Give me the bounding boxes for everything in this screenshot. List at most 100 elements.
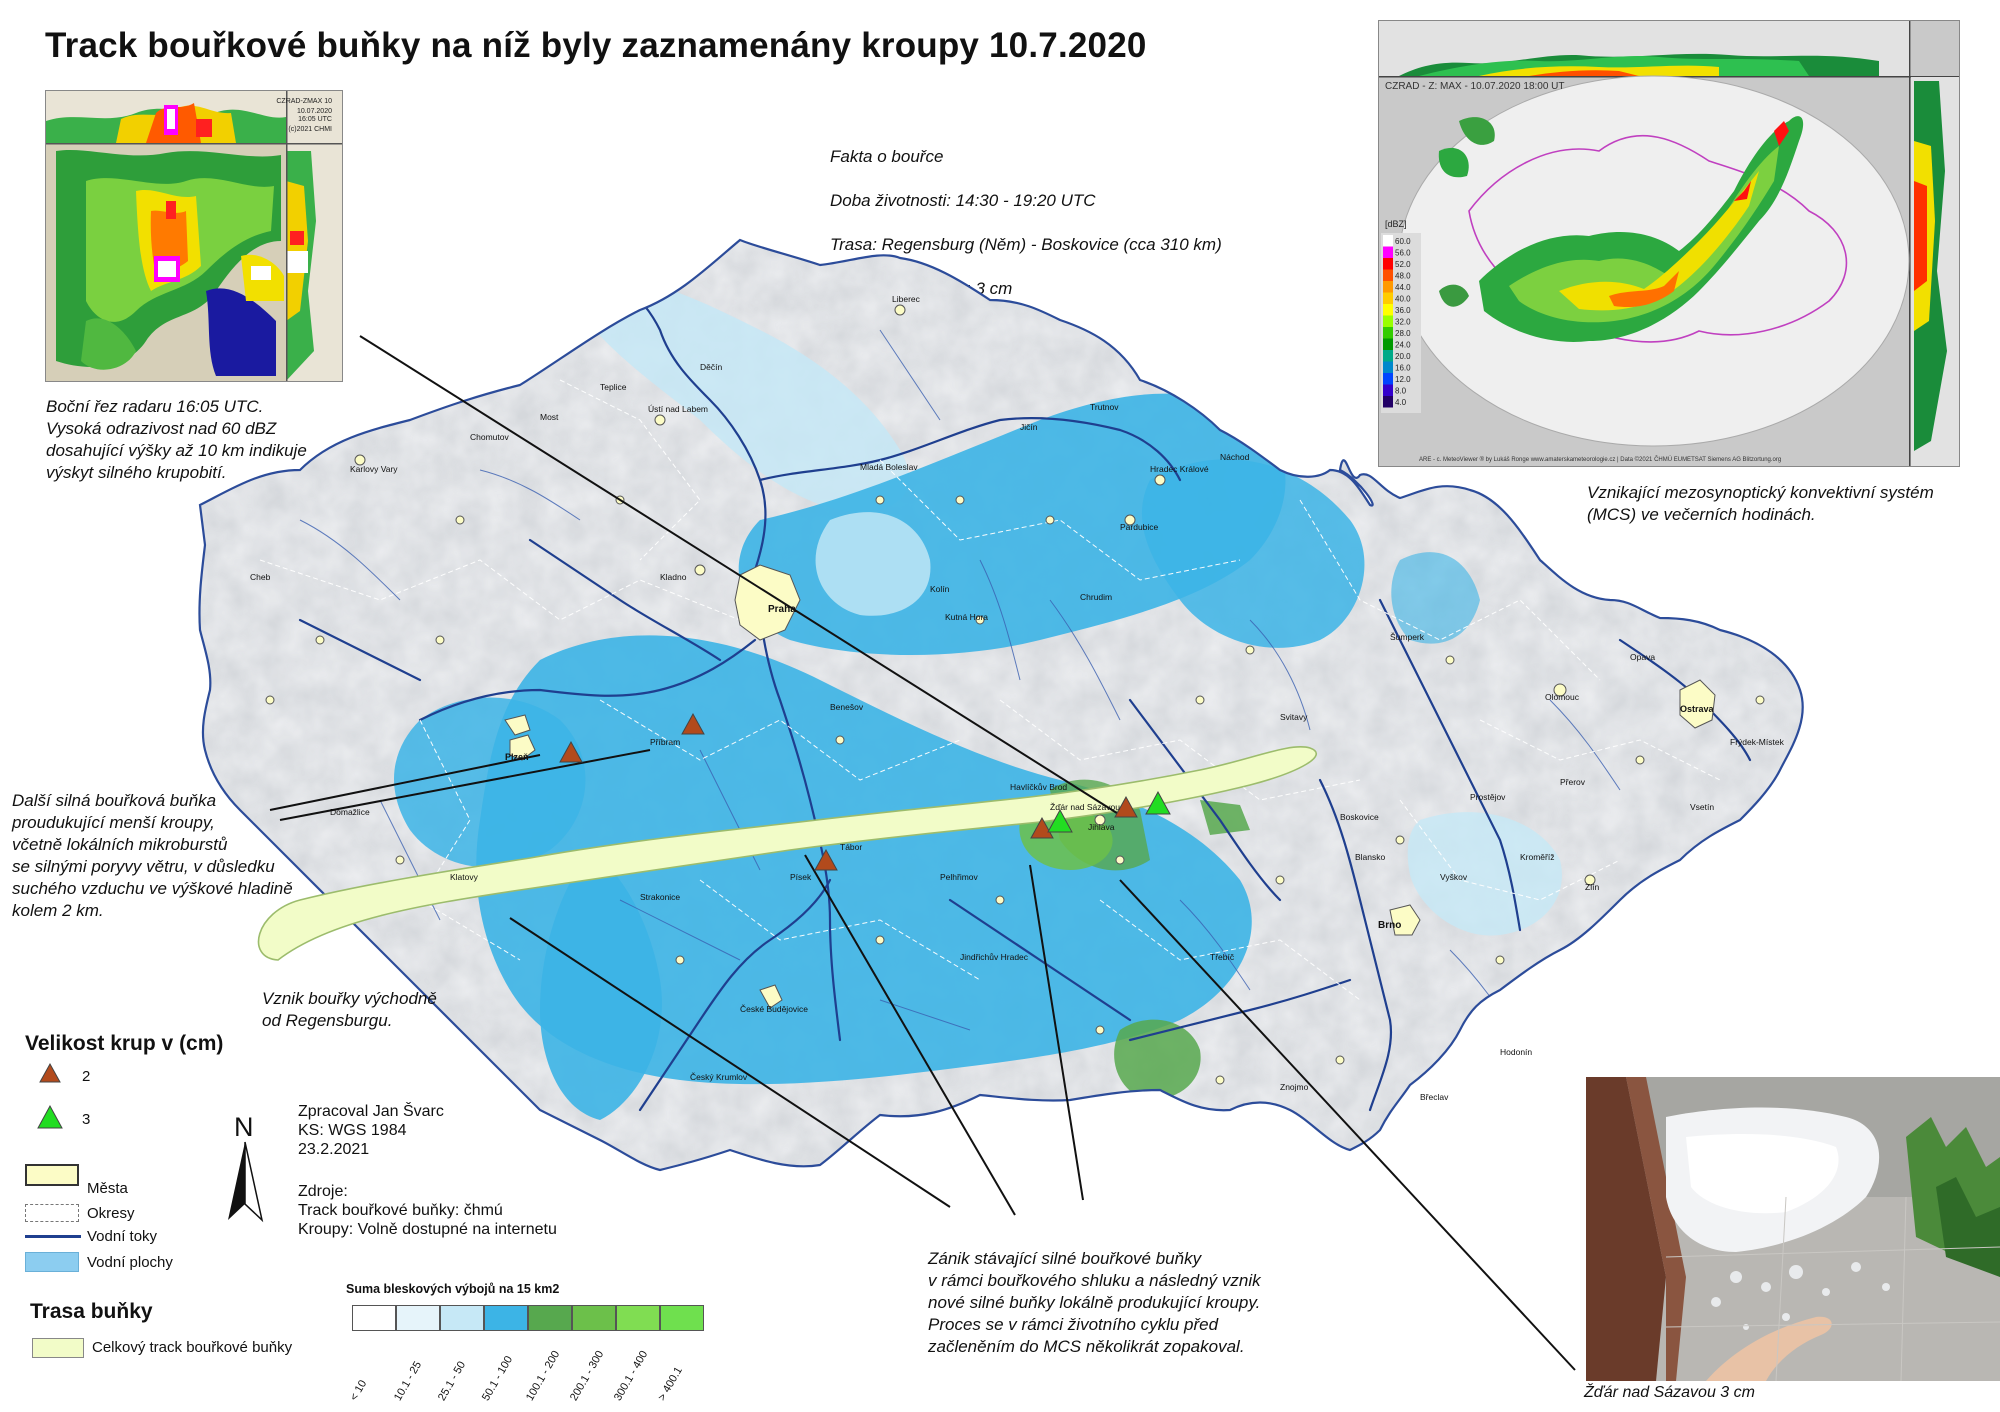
city-label-ul: Ústí nad Labem <box>648 404 708 414</box>
north-arrow-label: N <box>234 1112 254 1142</box>
hail-marker-breznice <box>681 712 705 735</box>
second-cell-note: Další silná bouřková buňka proudukující … <box>12 791 293 920</box>
city-label-blansko: Blansko <box>1355 852 1386 862</box>
city-label-prostejov: Prostějov <box>1470 792 1506 802</box>
city-label-jihlava: Jihlava <box>1088 822 1115 832</box>
city-label-kv: Karlovy Vary <box>350 464 398 474</box>
city-label-plzen: Plzeň <box>505 752 529 762</box>
dbz-scale-label: 16.0 <box>1395 364 1411 373</box>
dbz-scale-swatch <box>1383 361 1393 373</box>
dbz-scale-label: 44.0 <box>1395 283 1411 292</box>
city-label-jicin: Jičín <box>1020 422 1038 432</box>
legend-river-label: Vodní toky <box>87 1228 158 1245</box>
hail-marker-plzen <box>559 740 583 763</box>
lightning-bin-swatch <box>528 1305 572 1331</box>
hail-photo-image <box>1586 1077 2000 1381</box>
city-label-breclav: Břeclav <box>1420 1092 1449 1102</box>
radar-cross-section-note: Boční řez radaru 16:05 UTC. Vysoká odraz… <box>46 397 307 482</box>
north-arrow-icon <box>228 1141 264 1223</box>
city-label-brno: Brno <box>1378 920 1401 931</box>
lightning-bin-label: 200.1 - 300 <box>568 1348 607 1403</box>
mcs-radar-panel: [dBZ] 60.0 56.0 52.0 48.0 44.0 40.0 36.0 32.0 28… <box>1378 20 1960 467</box>
lightning-legend-bins: < 10 10.1 - 25 25.1 - 50 50.1 - 100 100.1 - … <box>348 1305 704 1405</box>
city-label-tabor: Tábor <box>840 842 862 852</box>
dbz-scale-swatch <box>1383 292 1393 304</box>
city-label-boskovice: Boskovice <box>1340 812 1379 822</box>
dbz-scale-swatch <box>1383 373 1393 385</box>
dbz-scale-swatch <box>1383 327 1393 339</box>
city-label-hodonin: Hodonín <box>1500 1047 1532 1057</box>
source-credits: Zdroje: Track bouřkové buňky: čhmú Kroup… <box>298 1183 557 1238</box>
lightning-bin-label: 300.1 - 400 <box>612 1348 651 1403</box>
city-label-nachod: Náchod <box>1220 452 1250 462</box>
city-label-zlin: Zlín <box>1585 882 1599 892</box>
hail-marker-humpolec <box>1030 816 1054 839</box>
author-credits: Zpracoval Jan Švarc KS: WGS 1984 23.2.20… <box>298 1103 444 1158</box>
city-label-domazlice: Domažlice <box>330 807 370 817</box>
city-label-kladno: Kladno <box>660 572 687 582</box>
hail-legend-symbols <box>37 1062 63 1129</box>
lightning-bin-label: 50.1 - 100 <box>480 1354 516 1403</box>
city-label-svitavy: Svitavy <box>1280 712 1308 722</box>
city-label-chomutov: Chomutov <box>470 432 509 442</box>
radar-cross-section-panel: CZRAD-ZMAX 10 10.07.2020 16:05 UTC (c)20… <box>45 90 343 382</box>
dbz-scale-label: 4.0 <box>1395 398 1407 407</box>
city-label-decin: Děčín <box>700 362 722 372</box>
facts-heading: Fakta o bouřce <box>830 147 944 166</box>
hail-legend-symbol-2 <box>39 1062 61 1083</box>
city-label-praha: Praha <box>768 604 796 615</box>
lightning-bin-swatch <box>616 1305 660 1331</box>
city-label-strakonice: Strakonice <box>640 892 680 902</box>
city-label-frydek: Frýdek-Místek <box>1730 737 1785 747</box>
city-label-jindr: Jindřichův Hradec <box>960 952 1029 962</box>
lightning-bin-label: 25.1 - 50 <box>436 1359 469 1403</box>
dbz-scale-label: 40.0 <box>1395 295 1411 304</box>
city-label-znojmo: Znojmo <box>1280 1082 1309 1092</box>
city-label-pardubice: Pardubice <box>1120 522 1159 532</box>
city-label-most: Most <box>540 412 559 422</box>
city-label-kromeriz: Kroměříž <box>1520 852 1554 862</box>
city-label-cb: České Budějovice <box>740 1004 808 1014</box>
legend-district-swatch <box>25 1204 79 1222</box>
city-label-pribram: Příbram <box>650 737 680 747</box>
facts-line-lifetime: Doba životnosti: 14:30 - 19:20 UTC <box>830 191 1096 210</box>
city-label-vyskov: Vyškov <box>1440 872 1468 882</box>
legend-lake-label: Vodní plochy <box>87 1254 173 1271</box>
dbz-scale-swatch <box>1383 269 1393 281</box>
lightning-bin-swatch <box>484 1305 528 1331</box>
map-legend: Města Okresy Vodní toky Vodní plochy <box>25 1160 245 1280</box>
lightning-bin-swatch <box>396 1305 440 1331</box>
mcs-note: Vznikající mezosynoptický konvektivní sy… <box>1587 483 1934 524</box>
dbz-scale-label: 36.0 <box>1395 306 1411 315</box>
small-radar-header-1: CZRAD-ZMAX 10 <box>276 98 332 105</box>
city-label-opava: Opava <box>1630 652 1655 662</box>
dbz-scale-swatch <box>1383 350 1393 362</box>
dbz-scale-swatch <box>1383 338 1393 350</box>
city-label-zdar: Žďár nad Sázavou <box>1050 802 1120 812</box>
track-legend-swatch <box>32 1338 84 1358</box>
hail-marker-zdar <box>1114 795 1138 818</box>
facts-line-track: Trasa: Regensburg (Něm) - Boskovice (cca… <box>830 235 1222 254</box>
city-label-sumperk: Šumperk <box>1390 632 1425 642</box>
city-label-hk: Hradec Králové <box>1150 464 1209 474</box>
mcs-radar-footer: ARE - c. MeteoViewer ® by Lukáš Ronge ww… <box>1419 456 1781 463</box>
lightning-bin-swatch <box>352 1305 396 1331</box>
dbz-scale-swatch <box>1383 384 1393 396</box>
hail-marker-havlickuv-brod <box>1047 808 1073 833</box>
dbz-scale-label: 20.0 <box>1395 352 1411 361</box>
track-legend-label: Celkový track bouřkové buňky <box>92 1339 293 1356</box>
city-label-pisek: Písek <box>790 872 812 882</box>
lightning-bin-swatch <box>660 1305 704 1331</box>
dbz-scale-swatch <box>1383 304 1393 316</box>
hail-marker-nove-mesto <box>1145 790 1171 815</box>
city-label-trutnov: Trutnov <box>1090 402 1119 412</box>
track-legend-title: Trasa buňky <box>30 1300 153 1323</box>
city-label-ostrava: Ostrava <box>1680 704 1715 714</box>
small-radar-header-4: (c)2021 CHMI <box>288 126 332 133</box>
dbz-scale-swatch <box>1383 246 1393 258</box>
dbz-scale-swatch <box>1383 281 1393 293</box>
dbz-scale-label: 52.0 <box>1395 260 1411 269</box>
city-label-kutna: Kutná Hora <box>945 612 988 622</box>
lightning-bin-label: 10.1 - 25 <box>392 1359 425 1403</box>
city-label-olomouc: Olomouc <box>1545 692 1580 702</box>
